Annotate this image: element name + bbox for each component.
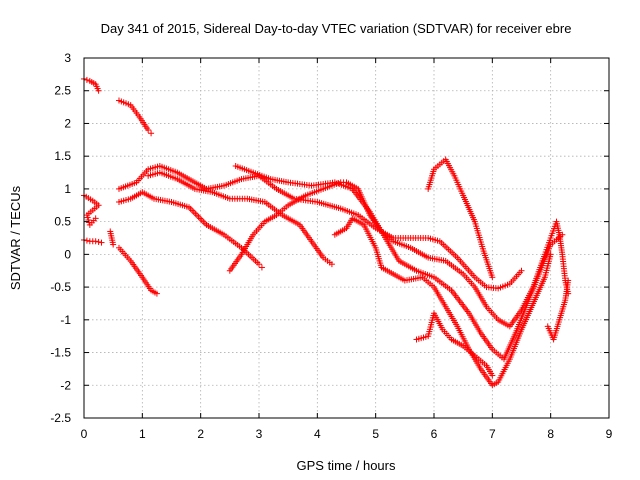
y-tick-labels: -2.5 -2 -1.5 -1 -0.5 0 0.5 1 1.5 2 2.5 3 [50,51,71,425]
data-point [547,251,554,258]
y-tick-label: 1.5 [54,149,71,163]
plot-frame [83,57,610,419]
x-tick-label: 4 [314,427,321,441]
x-tick-label: 0 [81,427,88,441]
x-tick-label: 6 [431,427,438,441]
y-tick-label: -1.5 [50,346,71,360]
x-tick-label: 7 [489,427,496,441]
data-point [328,261,335,268]
data-point [489,274,496,281]
data-point [145,127,152,133]
data-point [148,130,155,137]
data-points [81,75,572,389]
y-tick-label: 2 [64,116,71,130]
y-tick-label: 0.5 [54,215,71,229]
x-tick-label: 9 [606,427,613,441]
x-tick-labels: 0 1 2 3 4 5 6 7 8 9 [81,427,613,441]
y-tick-label: -0.5 [50,280,71,294]
data-point [559,231,566,238]
data-point [95,238,102,245]
chart-title: Day 341 of 2015, Sidereal Day-to-day VTE… [101,21,572,36]
data-point [256,261,262,268]
y-tick-label: 2.5 [54,84,71,98]
y-tick-label: 1 [64,182,71,196]
data-point [258,264,265,271]
data-point [110,241,117,248]
x-tick-label: 2 [197,427,204,441]
x-tick-label: 1 [139,427,146,441]
x-tick-label: 8 [547,427,554,441]
y-tick-label: 3 [64,51,71,65]
data-point [153,290,160,297]
data-point [92,215,99,222]
data-point [489,372,496,379]
x-tick-label: 5 [372,427,379,441]
data-point [83,237,90,244]
data-point [95,87,102,94]
axis-ticks [83,57,610,419]
grid [84,58,609,418]
data-point [92,238,99,245]
data-point [98,239,105,246]
data-point [565,277,572,284]
data-point [83,76,90,83]
y-tick-label: -1 [60,313,71,327]
y-tick-label: 0 [64,247,71,261]
x-axis-label: GPS time / hours [297,458,396,473]
x-tick-label: 3 [256,427,263,441]
y-axis-label: SDTVAR / TECUs [8,185,23,290]
y-tick-label: -2 [60,378,71,392]
y-tick-label: -2.5 [50,411,71,425]
data-point [518,267,525,274]
